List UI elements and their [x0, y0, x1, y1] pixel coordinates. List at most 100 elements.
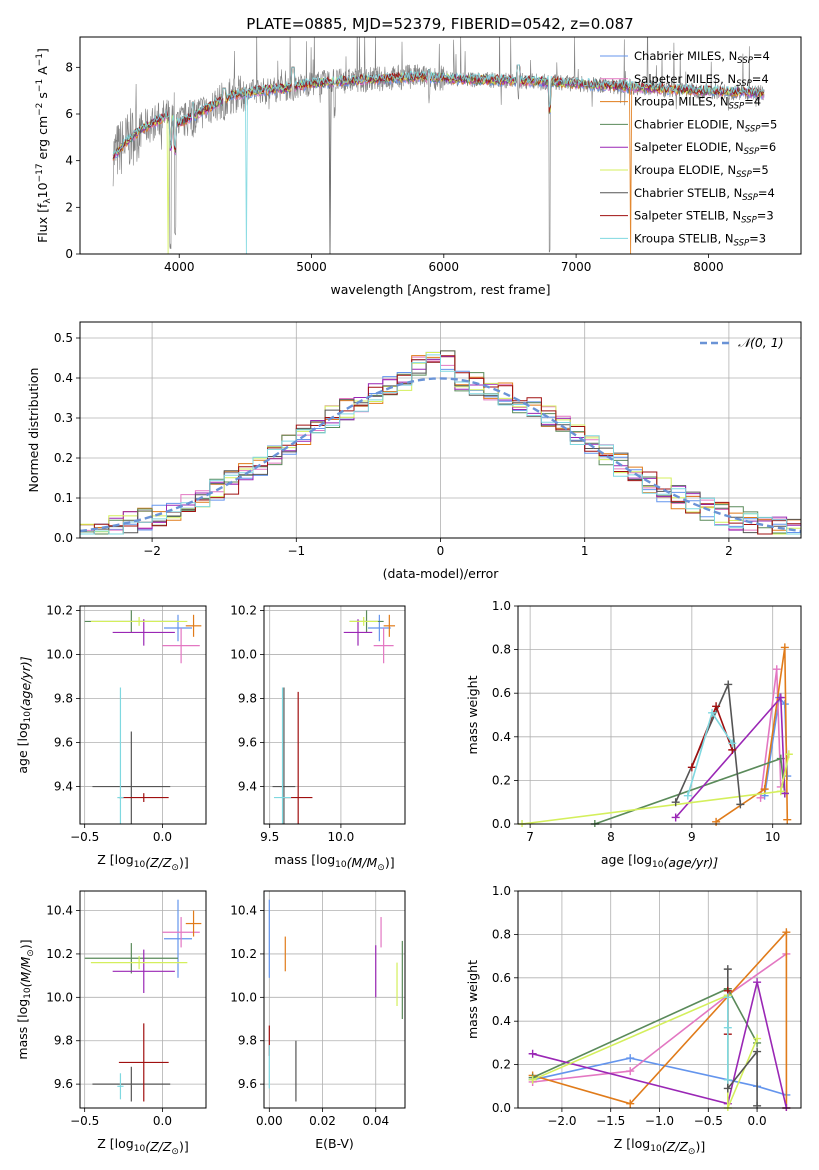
axes-mass_vs_EBV: 0.00 0.02 0.04 9.6 9.8 10.0 10.2 10.4 — [230, 891, 405, 1128]
x-tick-label: −1.0 — [645, 1114, 674, 1128]
weight-marker-kroupa_miles — [783, 815, 792, 824]
y-tick-label: 9.8 — [54, 1034, 73, 1048]
legend-count: =5 — [760, 117, 777, 131]
y-tick-label: 0.1 — [54, 491, 73, 505]
weight-line-chabrier_miles — [532, 1057, 787, 1096]
y-tick-label: 0.4 — [492, 730, 511, 744]
legend-text: Kroupa STELIB, N — [634, 231, 734, 245]
legend-subscript: SSP — [736, 170, 752, 180]
weight-marker-salpeter_miles — [772, 665, 781, 674]
weight-marker-salpeter_stelib — [687, 763, 696, 772]
weight-marker-salpeter_elodie — [753, 978, 762, 987]
weight-marker-chabrier_stelib — [736, 800, 745, 809]
x-tick-label: 9.5 — [260, 830, 279, 844]
label-part: ⊙ — [171, 863, 179, 873]
legend-label-kroupa_stelib: Kroupa STELIB, NSSP=3 — [634, 231, 766, 248]
mass_vs_Z-frame — [79, 890, 207, 1109]
weight-line-salpeter_elodie — [532, 981, 788, 1109]
y-tick-label: 0.6 — [492, 971, 511, 985]
legend-subscript: SSP — [744, 147, 760, 157]
weight-marker-salpeter_elodie — [671, 813, 680, 822]
weight-marker-kroupa_stelib — [723, 1075, 732, 1084]
x-tick-label: 0 — [437, 544, 445, 558]
mass_weight_vs_age-plot — [518, 643, 793, 827]
legend-subscript: SSP — [741, 216, 757, 226]
label-part: age [log — [601, 852, 652, 867]
age_vs_Z-x-axis-label: Z [log10(Z/Z⊙)] — [97, 852, 188, 873]
weight-marker-salpeter_miles — [756, 793, 765, 802]
y-tick-label: 9.4 — [238, 780, 257, 794]
weight-marker-chabrier_stelib — [723, 965, 732, 974]
y-tick-label: 6 — [65, 107, 73, 121]
label-part: (age/yr)] — [663, 855, 718, 870]
x-tick-label: 0.02 — [309, 1114, 336, 1128]
label-part: ⊙ — [26, 949, 36, 957]
legend-count: =4 — [753, 49, 770, 63]
weight-marker-kroupa_stelib — [708, 708, 717, 717]
mass_weight_vs_Z-x-axis-label: Z [log10(Z/Z⊙)] — [614, 1136, 705, 1157]
y-tick-label: 0.0 — [492, 817, 511, 831]
mass_vs_EBV-frame — [263, 890, 406, 1109]
legend-label-salpeter_elodie: Salpeter ELODIE, NSSP=6 — [634, 140, 776, 157]
legend-normal-label: 𝒩(0, 1) — [738, 335, 784, 350]
x-tick-label: 10 — [765, 830, 780, 844]
legend-text: Salpeter STELIB, N — [634, 209, 741, 223]
label-part: (Z/Z — [145, 855, 172, 870]
x-tick-label: 7 — [526, 830, 534, 844]
label-part: Z [log — [614, 1136, 650, 1151]
weight-marker-kroupa_miles — [626, 1099, 635, 1108]
weight-marker-kroupa_stelib — [728, 739, 737, 748]
axes-age_vs_mass: 9.5 10.0 9.4 9.6 9.8 10.0 10.2 — [230, 603, 405, 844]
weight-marker-chabrier_miles — [626, 1054, 635, 1063]
legend-subscript: SSP — [745, 124, 761, 134]
label-part: −1 — [35, 53, 45, 66]
weight-marker-kroupa_elodie — [528, 1075, 537, 1084]
spectrum-plot — [112, 37, 765, 254]
weight-marker-chabrier_stelib — [671, 798, 680, 807]
weight-marker-kroupa_elodie — [776, 787, 785, 796]
y-tick-label: 0.0 — [54, 531, 73, 545]
weight-line-salpeter_miles — [759, 669, 782, 798]
label-part: s — [35, 92, 50, 103]
label-part: mass [log — [15, 999, 30, 1060]
y-tick-label: 10.2 — [46, 603, 73, 617]
label-part: )] — [179, 855, 189, 870]
x-tick-label: 6000 — [429, 260, 460, 274]
label-part: )] — [385, 855, 395, 870]
y-tick-label: 0.2 — [492, 1058, 511, 1072]
residual-x-axis-label: (data-model)/error — [383, 566, 500, 581]
label-part: )] — [18, 939, 33, 949]
x-tick-label: 8 — [607, 830, 615, 844]
y-tick-label: 10.2 — [46, 947, 73, 961]
residual-plot — [80, 350, 801, 535]
legend-count: =6 — [759, 140, 776, 154]
weight-marker-salpeter_miles — [626, 1067, 635, 1076]
weight-marker-salpeter_elodie — [776, 693, 785, 702]
age_vs_Z-plot — [84, 610, 202, 824]
legend-count: =4 — [744, 95, 761, 109]
y-tick-label: 10.4 — [46, 904, 73, 918]
age_vs_Z-y-axis-label: age [log10(age/yr)] — [15, 656, 33, 773]
axes-spectrum: 4000 5000 6000 7000 8000 0 2 4 6 8 — [65, 60, 723, 274]
legend-label-kroupa_elodie: Kroupa ELODIE, NSSP=5 — [634, 163, 769, 180]
y-tick-label: 10.2 — [230, 947, 257, 961]
label-part: 10 — [23, 711, 33, 723]
weight-marker-kroupa_miles — [760, 785, 769, 794]
label-part: 10 — [134, 1144, 146, 1154]
y-tick-label: 9.8 — [238, 1034, 257, 1048]
legend-text: Kroupa ELODIE, N — [634, 163, 736, 177]
y-tick-label: 0.2 — [492, 773, 511, 787]
y-tick-label: 0.6 — [492, 686, 511, 700]
y-tick-label: 4 — [65, 154, 73, 168]
y-tick-label: 0 — [65, 247, 73, 261]
residual-y-axis-label: Normed distribution — [26, 368, 41, 493]
y-tick-label: 9.6 — [238, 736, 257, 750]
label-part: )] — [179, 1139, 189, 1154]
y-tick-label: 1.0 — [492, 884, 511, 898]
y-tick-label: 0.3 — [54, 411, 73, 425]
figure-title: PLATE=0885, MJD=52379, FIBERID=0542, z=0… — [246, 15, 633, 33]
y-tick-label: 8 — [65, 60, 73, 74]
x-tick-label: −0.5 — [694, 1114, 723, 1128]
